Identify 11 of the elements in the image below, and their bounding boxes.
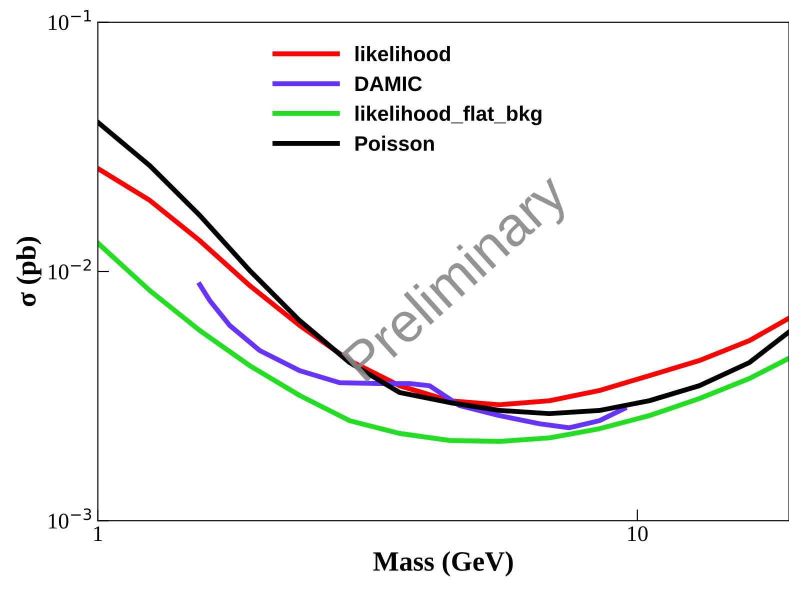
y-tick-label: 10$^{−3}$ [48, 508, 92, 529]
legend-label: DAMIC [356, 76, 422, 92]
x-tick-label: 1 [94, 526, 102, 542]
x-axis-title: Mass (GeV) [373, 551, 513, 576]
legend-label: Poisson [356, 136, 434, 151]
y-tick-label: 10$^{−1}$ [48, 10, 91, 30]
y-tick-label: 10$^{−2}$ [48, 259, 91, 280]
legend-label: likelihood_flat_bkg [356, 106, 542, 126]
legend-label: likelihood [356, 46, 450, 62]
y-axis-title: σ (pb) [16, 236, 42, 306]
x-tick-label: 10 [628, 526, 648, 542]
